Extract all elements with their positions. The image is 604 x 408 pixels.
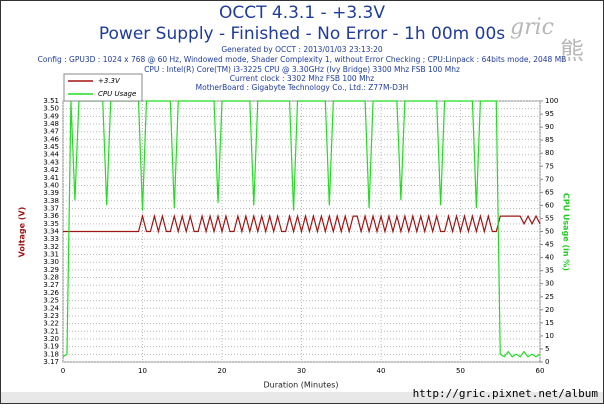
- y-tick-label: 3.39: [43, 189, 59, 197]
- x-tick-label: 10: [138, 367, 147, 375]
- chart-title: OCCT 4.3.1 - +3.3V: [219, 3, 385, 23]
- y-tick-label: 3.34: [43, 228, 59, 236]
- footer-band: [0, 392, 604, 404]
- y2-axis-label: CPU Usage (in %): [562, 193, 571, 271]
- chart-subtitle: Power Supply - Finished - No Error - 1h …: [99, 24, 505, 44]
- y2-tick-label: 15: [545, 319, 554, 327]
- y2-tick-label: 80: [545, 149, 554, 157]
- x-tick-label: 40: [377, 367, 386, 375]
- watermark-logo: 熊: [560, 37, 584, 65]
- legend-box: [63, 73, 143, 102]
- series-line: [62, 100, 541, 358]
- legend-label: CPU Usage: [98, 90, 136, 98]
- y2-tick-label: 65: [545, 188, 554, 196]
- y-tick-label: 3.38: [43, 197, 59, 205]
- y-tick-label: 3.17: [43, 358, 59, 366]
- y-tick-label: 3.46: [43, 135, 59, 143]
- y-tick-label: 3.19: [43, 343, 59, 351]
- y-tick-label: 3.32: [43, 243, 59, 251]
- y2-tick-label: 25: [545, 293, 554, 301]
- y2-tick-label: 100: [545, 97, 558, 105]
- y-tick-label: 3.20: [43, 335, 59, 343]
- y-tick-label: 3.36: [43, 212, 59, 220]
- y-tick-label: 3.40: [43, 181, 59, 189]
- y-tick-label: 3.47: [43, 128, 59, 136]
- y-tick-label: 3.42: [43, 166, 59, 174]
- y-tick-label: 3.23: [43, 312, 59, 320]
- y2-tick-label: 5: [545, 345, 549, 353]
- y-tick-label: 3.45: [43, 143, 59, 151]
- x-tick-label: 30: [297, 367, 306, 375]
- y-tick-label: 3.31: [43, 251, 59, 259]
- y-tick-label: 3.49: [43, 112, 59, 120]
- y2-tick-label: 60: [545, 201, 554, 209]
- y-tick-label: 3.29: [43, 266, 59, 274]
- y2-tick-label: 70: [545, 175, 554, 183]
- y-tick-label: 3.28: [43, 274, 59, 282]
- y2-tick-label: 45: [545, 241, 554, 249]
- y-tick-label: 3.27: [43, 281, 59, 289]
- info-line: CPU : Intel(R) Core(TM) i3-3225 CPU @ 3.…: [144, 65, 460, 74]
- y2-tick-label: 55: [545, 214, 554, 222]
- y2-tick-label: 50: [545, 228, 554, 236]
- watermark-logo: gric: [510, 15, 554, 40]
- x-tick-label: 20: [218, 367, 227, 375]
- y2-tick-label: 75: [545, 162, 554, 170]
- y-tick-label: 3.35: [43, 220, 59, 228]
- y2-tick-label: 0: [545, 358, 549, 366]
- y2-tick-label: 20: [545, 306, 554, 314]
- y-tick-label: 3.30: [43, 258, 59, 266]
- y2-tick-label: 95: [545, 110, 554, 118]
- y-axis-label: Voltage (V): [18, 207, 27, 258]
- info-line: Config : GPU3D : 1024 x 768 @ 60 Hz, Win…: [38, 55, 567, 64]
- y-tick-label: 3.51: [43, 97, 59, 105]
- y2-tick-label: 30: [545, 280, 554, 288]
- y-tick-label: 3.44: [43, 151, 59, 159]
- y2-tick-label: 90: [545, 123, 554, 131]
- y-tick-label: 3.21: [43, 327, 59, 335]
- info-line: Current clock : 3302 Mhz FSB 100 Mhz: [230, 74, 375, 83]
- x-tick-label: 50: [456, 367, 465, 375]
- x-tick-label: 60: [536, 367, 545, 375]
- y2-tick-label: 85: [545, 136, 554, 144]
- y2-tick-label: 35: [545, 267, 554, 275]
- info-line: MotherBoard : Gigabyte Technology Co., L…: [196, 83, 409, 92]
- y-tick-label: 3.22: [43, 320, 59, 328]
- y-tick-label: 3.48: [43, 120, 59, 128]
- y-tick-label: 3.43: [43, 158, 59, 166]
- y-tick-label: 3.25: [43, 297, 59, 305]
- x-tick-label: 0: [61, 367, 65, 375]
- legend-label: +3.3V: [98, 77, 121, 85]
- y-tick-label: 3.26: [43, 289, 59, 297]
- y-tick-label: 3.50: [43, 105, 59, 113]
- y2-tick-label: 10: [545, 332, 554, 340]
- watermark-url: http://gric.pixnet.net/album: [413, 387, 599, 400]
- y-tick-label: 3.37: [43, 204, 59, 212]
- x-axis-label: Duration (Minutes): [263, 381, 338, 390]
- y-tick-label: 3.41: [43, 174, 59, 182]
- series-line: [63, 213, 541, 234]
- y-tick-label: 3.18: [43, 350, 59, 358]
- info-line: Generated by OCCT : 2013/01/03 23:13:20: [221, 45, 383, 54]
- y-tick-label: 3.33: [43, 235, 59, 243]
- y-tick-label: 3.24: [43, 304, 59, 312]
- y2-tick-label: 40: [545, 254, 554, 262]
